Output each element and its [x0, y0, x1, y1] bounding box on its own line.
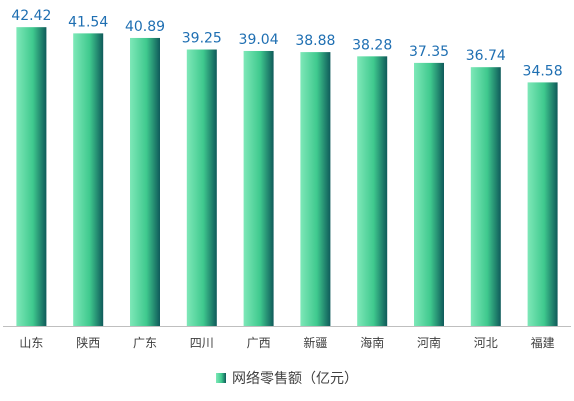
x-tick-label-6: 海南 [360, 335, 384, 350]
legend-label: 网络零售额（亿元） [232, 371, 358, 387]
x-tick-labels-group: 山东 陕西 广东 四川 广西 新疆 海南 河南 河北 福建 [19, 335, 554, 350]
x-tick-label-3: 四川 [190, 336, 214, 350]
data-label-9: 34.58 [523, 63, 563, 79]
x-tick-label-9: 福建 [531, 335, 555, 350]
data-label-6: 38.28 [352, 37, 392, 53]
bar-2 [130, 37, 160, 326]
x-tick-label-4: 广西 [247, 336, 271, 350]
bar-0 [16, 27, 47, 326]
bar-1 [73, 33, 104, 327]
x-tick-label-7: 河南 [417, 335, 441, 350]
x-tick-label-2: 广东 [133, 336, 157, 350]
data-label-2: 40.89 [125, 19, 165, 35]
legend: 网络零售额（亿元） [0, 366, 574, 390]
bars-group [16, 27, 558, 327]
data-label-1: 41.54 [68, 14, 108, 30]
bar-9 [527, 82, 558, 327]
data-label-8: 36.74 [466, 48, 506, 64]
data-label-5: 38.88 [295, 33, 335, 49]
x-tick-label-1: 陕西 [76, 335, 100, 350]
bar-8 [470, 67, 501, 326]
x-tick-label-5: 新疆 [303, 335, 327, 350]
bar-5 [300, 52, 331, 327]
x-tick-label-0: 山东 [19, 336, 43, 350]
data-label-3: 39.25 [182, 31, 222, 47]
x-tick-label-8: 河北 [474, 336, 498, 350]
bar-6 [357, 56, 388, 327]
legend-swatch [216, 373, 226, 383]
data-label-7: 37.35 [409, 44, 449, 60]
data-label-4: 39.04 [239, 32, 279, 48]
data-label-0: 42.42 [11, 8, 51, 24]
bar-3 [186, 49, 217, 326]
bar-7 [414, 62, 444, 326]
data-labels-group: 42.42 41.54 40.89 39.25 39.04 38.88 38.28 37.35… [11, 8, 562, 79]
bar-4 [243, 50, 274, 326]
